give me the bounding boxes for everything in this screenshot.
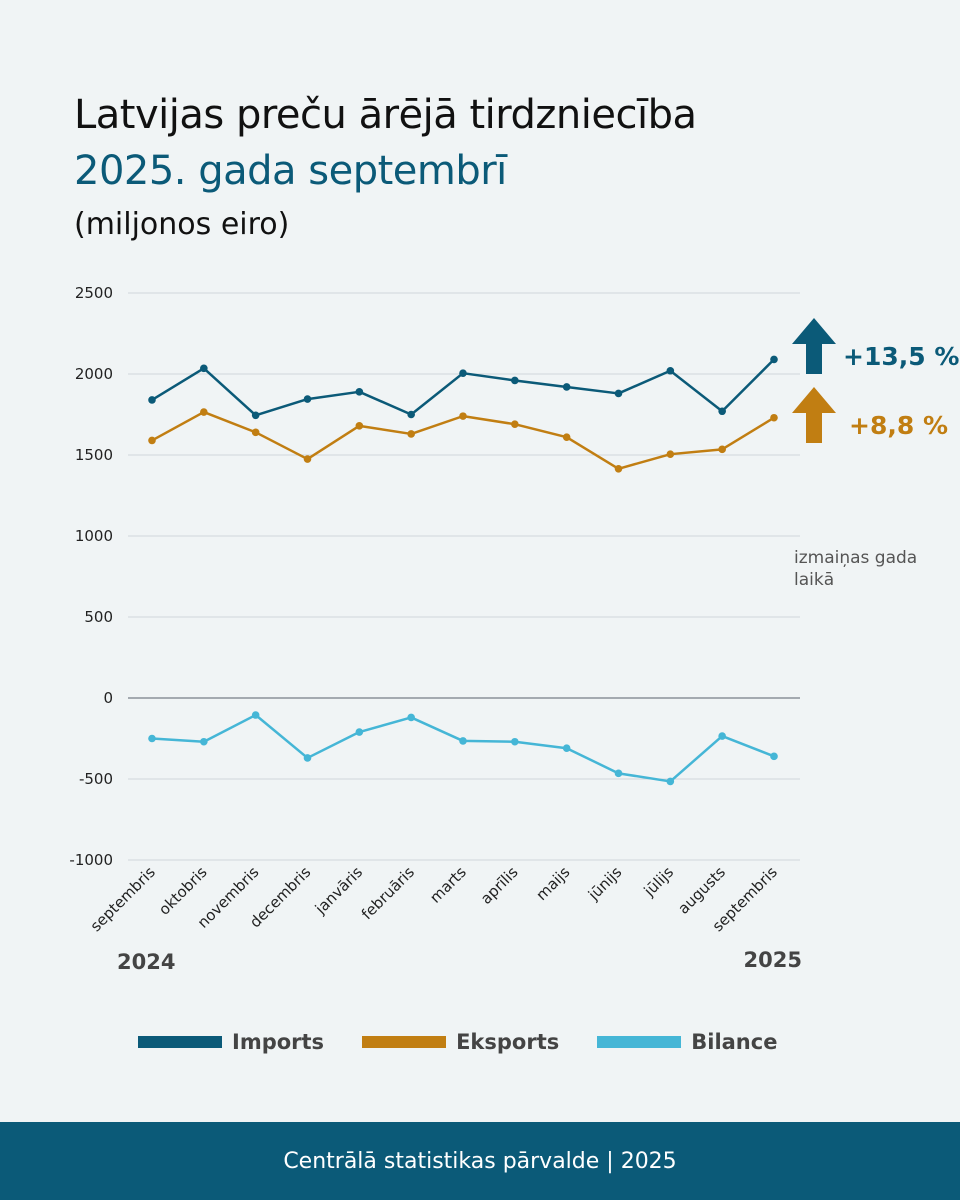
footer: Centrālā statistikas pārvalde | 2025 xyxy=(0,1122,960,1200)
data-point-eksports xyxy=(511,420,519,429)
series-line-imports xyxy=(151,358,775,417)
y-tick-label: 0 xyxy=(103,689,113,707)
data-point-imports xyxy=(200,364,208,373)
line-chart: 25002000150010005000-500-1000septembriso… xyxy=(69,284,959,974)
data-point-imports xyxy=(511,376,519,385)
data-point-imports xyxy=(303,395,312,403)
unit-label: (miljonos eiro) xyxy=(74,207,290,242)
data-point-imports xyxy=(666,366,675,375)
data-point-eksports xyxy=(251,428,260,437)
data-point-bilance xyxy=(303,754,312,762)
x-tick-label: februāris xyxy=(358,863,418,923)
x-tick-label: marts xyxy=(426,863,470,907)
data-point-imports xyxy=(718,407,726,416)
x-tick-label: aprīlis xyxy=(477,863,522,908)
data-point-eksports xyxy=(459,412,467,420)
data-point-imports xyxy=(770,355,778,364)
y-tick-label: 2000 xyxy=(75,365,113,383)
data-point-bilance xyxy=(459,737,467,745)
data-point-eksports xyxy=(666,450,675,458)
data-point-imports xyxy=(251,411,260,420)
arrow-up-icon xyxy=(792,318,836,374)
data-point-bilance xyxy=(718,732,726,740)
legend-label-imports: Imports xyxy=(232,1030,325,1054)
change-label-eksports: +8,8 % xyxy=(849,411,948,440)
y-tick-label: -1000 xyxy=(69,851,113,869)
data-point-eksports xyxy=(407,430,415,438)
data-point-bilance xyxy=(770,752,778,761)
footer-text: Centrālā statistikas pārvalde | 2025 xyxy=(283,1148,677,1174)
data-point-imports xyxy=(355,388,364,396)
data-point-imports xyxy=(562,383,571,391)
data-point-eksports xyxy=(770,413,778,422)
legend-label-eksports: Eksports xyxy=(456,1030,560,1054)
data-point-eksports xyxy=(303,455,312,463)
legend-swatch-eksports xyxy=(362,1036,447,1048)
data-point-eksports xyxy=(562,433,571,441)
x-tick-label: maijs xyxy=(533,863,574,904)
data-point-imports xyxy=(614,389,623,398)
arrow-up-icon xyxy=(792,387,836,443)
data-point-bilance xyxy=(251,711,260,719)
change-note-line2: laikā xyxy=(794,570,834,590)
legend-label-bilance: Bilance xyxy=(691,1030,778,1054)
data-point-bilance xyxy=(200,737,208,746)
data-point-bilance xyxy=(666,777,675,786)
legend-item-bilance: Bilance xyxy=(597,1030,777,1054)
x-tick-label: jūlijs xyxy=(640,863,678,901)
series-line-bilance xyxy=(151,713,775,783)
data-point-bilance xyxy=(355,728,364,736)
change-note-line1: izmaiņas gada xyxy=(794,548,917,568)
data-point-bilance xyxy=(511,737,519,746)
data-point-eksports xyxy=(200,408,208,416)
change-label-imports: +13,5 % xyxy=(843,342,959,371)
y-tick-label: -500 xyxy=(79,770,113,788)
y-tick-label: 1500 xyxy=(75,446,113,464)
data-point-eksports xyxy=(148,436,156,445)
chart-subtitle: 2025. gada septembrī xyxy=(74,148,507,194)
data-point-bilance xyxy=(407,713,415,722)
data-point-eksports xyxy=(355,422,364,430)
year-label-end: 2025 xyxy=(744,948,802,972)
year-label-start: 2024 xyxy=(117,950,175,974)
legend-item-eksports: Eksports xyxy=(362,1030,559,1054)
data-point-bilance xyxy=(614,769,623,778)
data-point-bilance xyxy=(562,744,571,753)
y-tick-label: 500 xyxy=(84,608,113,626)
data-point-bilance xyxy=(148,734,156,743)
x-tick-label: septembris xyxy=(87,863,159,935)
data-point-eksports xyxy=(614,464,623,473)
y-tick-label: 1000 xyxy=(75,527,113,545)
legend-item-imports: Imports xyxy=(138,1030,324,1054)
data-point-imports xyxy=(459,369,467,377)
chart-title: Latvijas preču ārējā tirdzniecība xyxy=(74,92,697,138)
data-point-imports xyxy=(407,410,415,419)
legend-swatch-imports xyxy=(138,1036,222,1048)
legend: Imports Eksports Bilance xyxy=(138,1030,777,1054)
data-point-imports xyxy=(148,396,156,404)
y-tick-label: 2500 xyxy=(75,284,113,302)
data-point-eksports xyxy=(718,445,726,454)
x-tick-label: jūnijs xyxy=(584,863,625,904)
series-line-eksports xyxy=(151,410,775,471)
legend-swatch-bilance xyxy=(597,1036,682,1048)
